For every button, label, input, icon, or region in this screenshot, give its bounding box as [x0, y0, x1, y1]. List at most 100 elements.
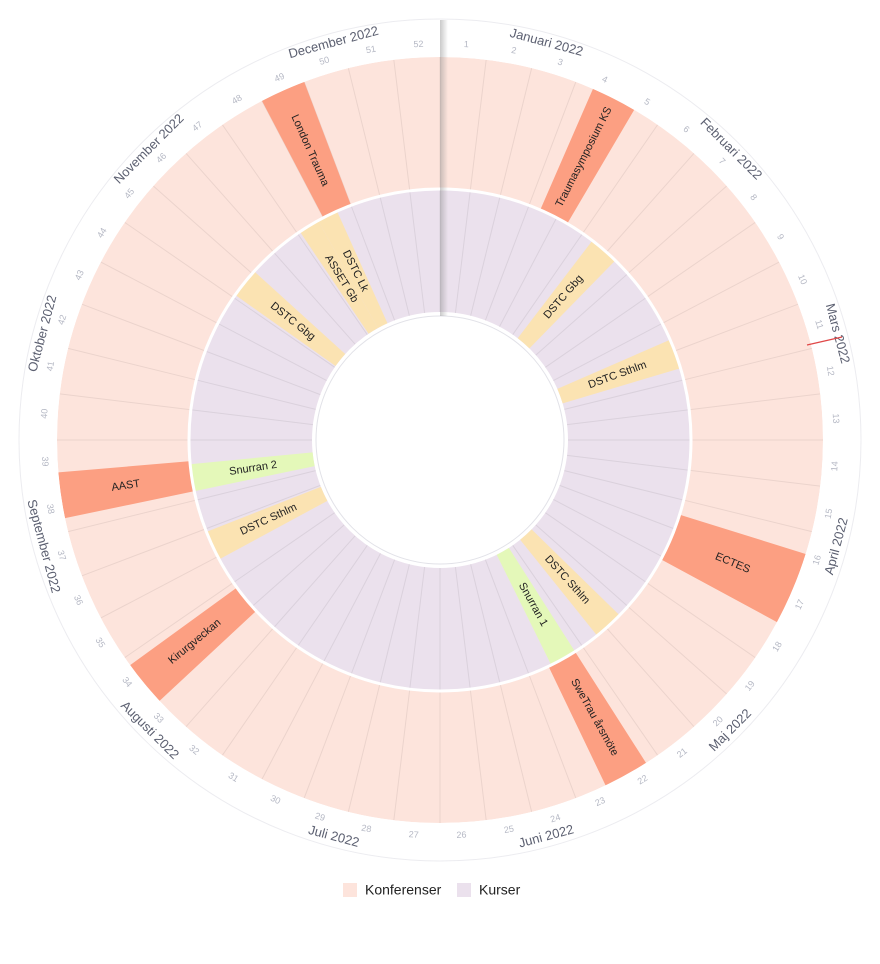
week-divider — [545, 512, 647, 583]
week-divider — [222, 647, 298, 756]
week-number: 11 — [813, 318, 825, 330]
week-number: 34 — [120, 675, 134, 689]
course-event — [520, 529, 619, 635]
legend-swatch — [457, 883, 471, 897]
week-number: 47 — [190, 119, 204, 133]
month-label: Oktober 2022 — [25, 293, 60, 373]
week-number: 39 — [40, 456, 51, 467]
course-event — [191, 452, 315, 491]
conference-event — [548, 652, 647, 786]
week-number: 7 — [717, 156, 728, 167]
legend-label: Konferenser — [365, 882, 442, 898]
week-number: 51 — [365, 44, 377, 56]
month-label: Maj 2022 — [706, 706, 754, 754]
week-divider — [499, 68, 533, 196]
week-divider — [222, 124, 298, 233]
week-number: 19 — [743, 679, 757, 693]
week-divider — [185, 628, 274, 728]
year-start-shade — [440, 20, 448, 316]
week-number: 29 — [314, 810, 327, 823]
legend-label: Kurser — [479, 882, 521, 898]
week-number: 26 — [456, 830, 467, 841]
week-divider — [535, 524, 628, 607]
week-divider — [81, 303, 205, 352]
month-label: Mars 2022 — [823, 302, 853, 365]
week-number: 25 — [503, 824, 515, 836]
week-divider — [393, 59, 411, 190]
week-divider — [297, 233, 368, 335]
week-number: 43 — [73, 268, 86, 281]
conference-event — [661, 514, 806, 623]
course-event — [557, 340, 680, 404]
week-number: 16 — [810, 554, 823, 567]
week-divider — [252, 524, 345, 607]
week-divider — [68, 499, 196, 533]
week-divider — [484, 559, 530, 674]
week-number: 9 — [775, 232, 786, 241]
week-divider — [206, 350, 321, 396]
week-divider — [470, 197, 501, 316]
week-number: 42 — [56, 313, 69, 326]
week-number: 13 — [831, 413, 842, 424]
month-label: September 2022 — [24, 498, 63, 595]
week-divider — [628, 185, 728, 274]
month-label: Juli 2022 — [307, 822, 361, 850]
week-divider — [647, 582, 756, 658]
week-divider — [469, 690, 487, 821]
week-divider — [512, 545, 583, 647]
week-number: 23 — [593, 795, 606, 808]
week-divider — [347, 684, 381, 812]
week-number: 52 — [413, 39, 424, 50]
week-divider — [393, 690, 411, 821]
month-label: Juni 2022 — [517, 821, 575, 850]
week-divider — [206, 484, 321, 530]
week-number: 45 — [122, 186, 136, 200]
week-number: 27 — [408, 829, 419, 840]
week-number: 6 — [681, 124, 691, 135]
week-divider — [567, 409, 689, 426]
center-hole — [317, 317, 563, 563]
week-divider — [470, 564, 501, 683]
week-divider — [100, 556, 218, 619]
week-divider — [273, 252, 356, 345]
course-event — [300, 221, 378, 334]
week-divider — [191, 409, 313, 426]
week-number: 2 — [510, 45, 517, 56]
week-number: 38 — [45, 503, 57, 515]
week-divider — [582, 124, 658, 233]
week-divider — [323, 553, 381, 662]
week-divider — [535, 273, 628, 356]
week-number: 40 — [39, 408, 50, 419]
week-number: 50 — [318, 54, 330, 66]
week-divider — [684, 347, 812, 381]
week-divider — [484, 206, 530, 321]
week-divider — [499, 218, 557, 327]
week-number: 28 — [361, 823, 373, 835]
week-divider — [297, 545, 368, 647]
week-divider — [379, 197, 410, 316]
week-number: 8 — [748, 192, 759, 202]
week-divider — [81, 528, 205, 577]
week-number: 17 — [793, 598, 806, 611]
week-divider — [303, 675, 352, 799]
week-divider — [512, 233, 583, 335]
week-divider — [273, 535, 356, 628]
week-number: 49 — [273, 71, 286, 84]
course-event — [496, 547, 575, 665]
conference-event — [262, 81, 351, 217]
week-number: 22 — [636, 773, 650, 787]
week-divider — [379, 564, 410, 683]
week-divider — [350, 559, 396, 674]
week-number: 24 — [549, 812, 561, 824]
week-number: 48 — [230, 92, 244, 106]
week-number: 5 — [642, 96, 652, 107]
course-event — [318, 212, 388, 329]
week-number: 15 — [823, 508, 835, 520]
week-number: 31 — [227, 770, 241, 784]
course-event — [235, 271, 346, 367]
week-number: 35 — [94, 636, 108, 650]
week-divider — [197, 379, 316, 410]
week-number: 30 — [269, 793, 282, 806]
week-divider — [606, 152, 695, 252]
week-divider — [409, 567, 426, 689]
